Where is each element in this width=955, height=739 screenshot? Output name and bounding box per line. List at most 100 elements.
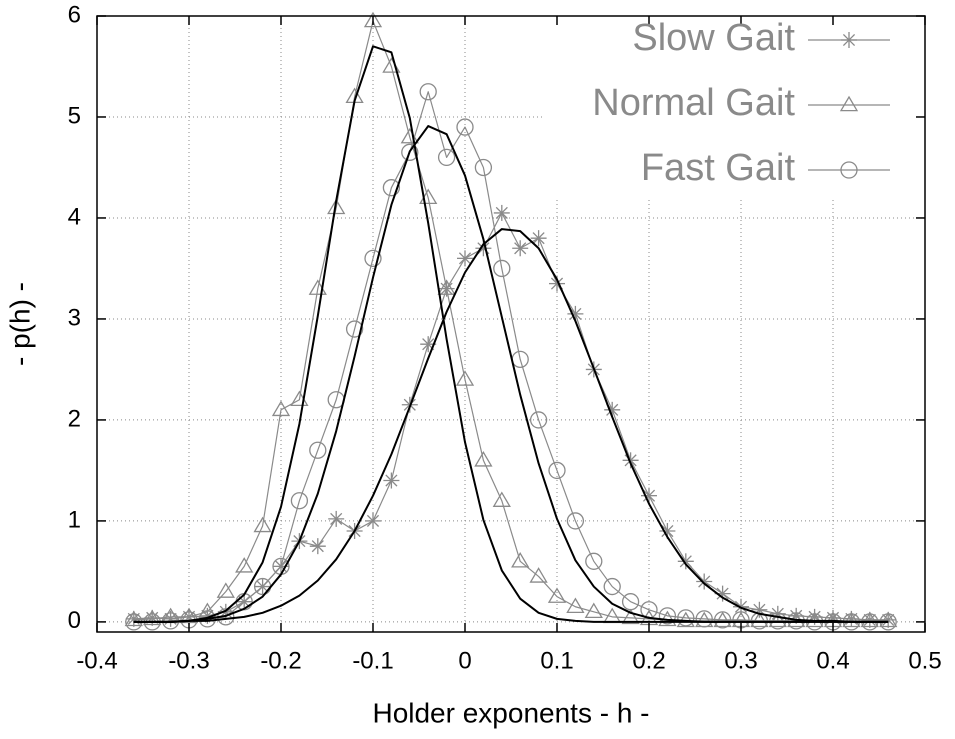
legend: Slow Gait Normal Gait Fast Gait [592, 17, 890, 189]
x-axis-label: Holder exponents - h - [372, 697, 649, 728]
marker-circle [840, 161, 858, 179]
marker-triangle [584, 602, 603, 619]
marker-triangle [621, 608, 640, 625]
marker-circle [290, 492, 309, 510]
marker-stroke [532, 232, 545, 245]
x-tick-label: 0.4 [816, 647, 849, 674]
marker-triangle [529, 567, 548, 583]
y-tick-label: 1 [68, 506, 81, 533]
marker-circle [585, 552, 603, 570]
marker-asterisk [309, 538, 326, 555]
legend-label: Normal Gait [592, 82, 795, 124]
y-tick-label: 0 [68, 607, 81, 634]
marker-asterisk [383, 472, 400, 489]
marker-circle [364, 249, 382, 268]
marker-stroke [569, 307, 582, 320]
marker-triangle [437, 279, 456, 295]
marker-triangle [363, 11, 383, 28]
marker-circle [437, 148, 456, 167]
x-tick-label: -0.3 [168, 647, 209, 674]
marker-stroke [514, 242, 527, 255]
marker-circle [548, 461, 566, 480]
marker-stroke [679, 555, 692, 568]
marker-circle [382, 179, 401, 197]
x-tick-label: 0.5 [908, 647, 941, 674]
marker-stroke [311, 540, 324, 553]
data-line [133, 91, 889, 623]
marker-stroke [495, 206, 508, 219]
marker-triangle [124, 610, 143, 627]
marker-asterisk [841, 32, 857, 48]
x-tick-label: 0.2 [632, 647, 665, 674]
marker-asterisk [493, 204, 510, 221]
marker-stroke [330, 512, 343, 525]
marker-circle [419, 83, 437, 101]
marker-circle [695, 610, 713, 628]
x-tick-label: 0.1 [540, 647, 573, 674]
x-tick-label: 0.3 [724, 647, 757, 674]
y-tick-label: 2 [68, 405, 81, 432]
fit-line [133, 228, 889, 623]
y-tick-label: 4 [68, 203, 81, 230]
marker-stroke [422, 338, 435, 351]
marker-asterisk [696, 573, 713, 590]
marker-triangle [547, 587, 567, 603]
marker-asterisk [457, 250, 473, 267]
marker-stroke [458, 252, 472, 265]
marker-triangle [216, 582, 235, 598]
x-tick-label: -0.2 [260, 647, 301, 674]
marker-triangle [253, 516, 272, 533]
marker-circle [309, 441, 327, 459]
marker-triangle [768, 611, 787, 628]
marker-triangle [566, 597, 585, 614]
marker-triangle [492, 491, 511, 507]
marker-stroke [550, 277, 564, 290]
x-tick-label: 0 [458, 647, 471, 674]
marker-asterisk [880, 611, 897, 628]
marker-circle [769, 612, 787, 630]
marker-triangle [750, 611, 769, 628]
marker-triangle [455, 370, 475, 386]
marker-stroke [661, 524, 674, 538]
ticks: -0.4 -0.3 -0.2 -0.1 0 0.1 0.2 0.3 0.4 0.5 0 1 2 3 4 5 6 [68, 1, 942, 674]
marker-triangle [511, 552, 530, 568]
marker-stroke [882, 613, 895, 626]
plot-border [96, 15, 926, 633]
plot-area [124, 11, 898, 631]
y-tick-label: 3 [68, 304, 81, 331]
grid [97, 16, 925, 632]
marker-circle [603, 577, 621, 596]
marker-circle [474, 158, 493, 177]
marker-asterisk [659, 523, 676, 540]
marker-triangle [839, 95, 859, 112]
marker-circle [456, 118, 474, 136]
marker-asterisk [530, 230, 547, 247]
marker-circle [566, 512, 585, 530]
marker-asterisk [328, 510, 345, 527]
marker-triangle [235, 557, 254, 573]
marker-circle [621, 593, 640, 611]
marker-stroke [698, 575, 711, 588]
marker-triangle [842, 611, 861, 628]
legend-background [545, 18, 923, 198]
legend-label: Fast Gait [641, 147, 796, 189]
fit-line [133, 125, 889, 623]
x-tick-label: -0.1 [352, 647, 393, 674]
data-line [133, 212, 889, 621]
y-axis-label: - p(h) - [4, 282, 35, 366]
marker-stroke [716, 587, 729, 600]
marker-stroke [842, 33, 856, 47]
marker-triangle [143, 609, 162, 626]
marker-triangle [860, 611, 879, 628]
marker-triangle [179, 607, 199, 624]
marker-stroke [477, 242, 490, 255]
marker-stroke [624, 454, 637, 467]
marker-asterisk [512, 240, 529, 257]
marker-stroke [863, 613, 876, 626]
marker-asterisk [677, 553, 694, 570]
marker-asterisk [365, 512, 381, 529]
marker-asterisk [622, 452, 639, 469]
marker-triangle [474, 451, 493, 467]
marker-circle [658, 607, 677, 625]
